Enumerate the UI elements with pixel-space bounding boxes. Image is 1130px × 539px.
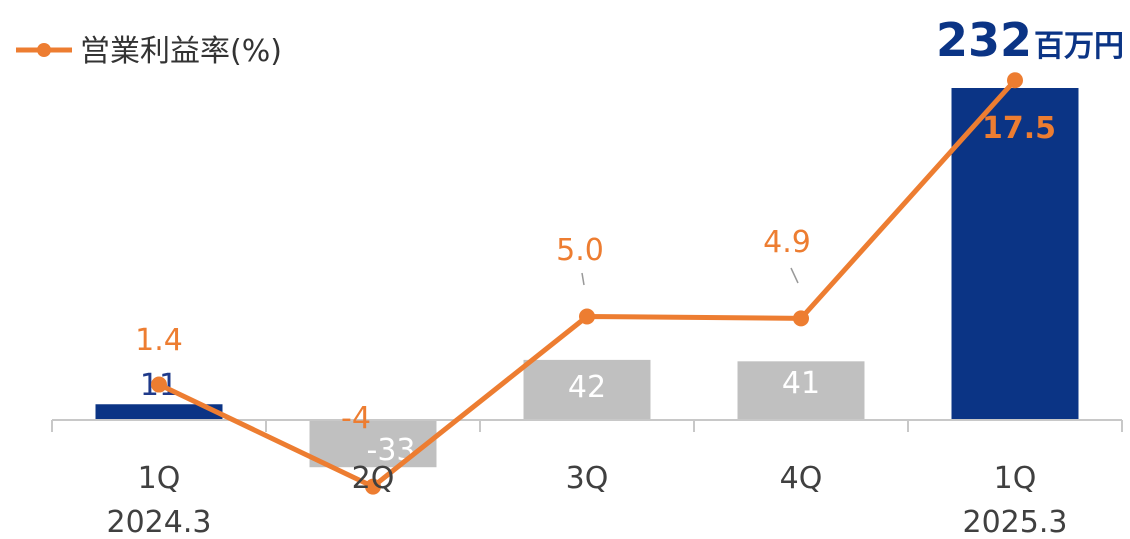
highlight-unit: 百万円 xyxy=(1034,29,1124,64)
line-value-label-1: 1.4 xyxy=(135,323,183,358)
category-label-3: 3Q xyxy=(566,461,609,496)
category-labels: 1Q 2024.3 2Q 3Q 4Q 1Q 2025.3 xyxy=(107,461,1068,539)
operating-margin-point-2 xyxy=(365,478,381,495)
line-series xyxy=(151,72,1023,495)
operating-margin-point-1 xyxy=(151,376,167,393)
bar-2 xyxy=(309,420,437,468)
line-value-label-2: -4 xyxy=(341,401,371,436)
legend-label: 営業利益率(%) xyxy=(80,34,282,69)
operating-margin-line xyxy=(157,78,1017,490)
bar-5 xyxy=(951,88,1079,420)
chart-legend: 営業利益率(%) xyxy=(16,34,282,69)
bar-3 xyxy=(523,359,651,420)
bar-series xyxy=(95,88,1079,468)
category-label-5: 1Q xyxy=(994,461,1037,496)
highlight-number: 232 xyxy=(936,13,1032,67)
line-value-labels: 1.4 -4 5.0 4.9 17.5 xyxy=(135,111,1056,436)
legend-dot-marker xyxy=(37,43,51,57)
x-axis xyxy=(51,419,1123,432)
category-label-1: 1Q xyxy=(138,461,181,496)
category-sublabel-1: 2024.3 xyxy=(107,505,212,539)
leader-line-3 xyxy=(581,272,585,286)
leader-line-4 xyxy=(790,267,799,284)
operating-margin-point-3 xyxy=(579,308,595,325)
line-value-label-3: 5.0 xyxy=(556,233,604,268)
line-value-label-5: 17.5 xyxy=(982,111,1056,146)
bar-4 xyxy=(737,361,865,420)
bar-1 xyxy=(95,404,223,420)
line-value-label-4: 4.9 xyxy=(763,225,811,260)
category-label-4: 4Q xyxy=(780,461,823,496)
bar-value-label-4: 41 xyxy=(782,366,820,401)
category-sublabel-5: 2025.3 xyxy=(963,505,1068,539)
operating-margin-point-5 xyxy=(1007,72,1023,89)
operating-margin-point-4 xyxy=(793,310,809,327)
highlight-value: 232百万円 xyxy=(936,13,1124,67)
bar-value-label-3: 42 xyxy=(568,370,606,405)
category-label-2: 2Q xyxy=(352,461,395,496)
